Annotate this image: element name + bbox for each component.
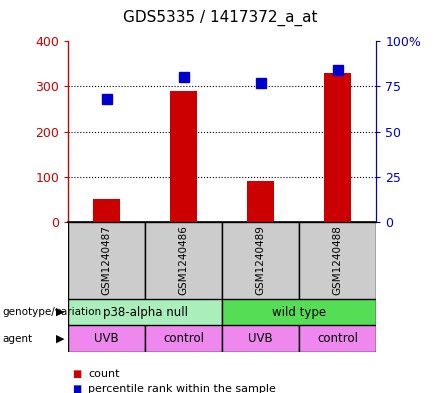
Text: UVB: UVB (95, 332, 119, 345)
Bar (222, 325, 299, 352)
Text: GSM1240487: GSM1240487 (102, 226, 112, 295)
Bar (145, 222, 222, 299)
Bar (68, 325, 145, 352)
Bar (247, 181, 274, 222)
Bar (170, 91, 197, 222)
Bar (222, 222, 299, 299)
Text: agent: agent (2, 334, 32, 344)
Text: genotype/variation: genotype/variation (2, 307, 101, 317)
Bar (324, 73, 351, 222)
Text: ▶: ▶ (56, 307, 65, 317)
Text: control: control (317, 332, 358, 345)
Bar (222, 299, 376, 325)
Text: GSM1240489: GSM1240489 (256, 226, 266, 295)
Bar (93, 199, 120, 222)
Bar (299, 222, 376, 299)
Text: ▶: ▶ (56, 334, 65, 344)
Text: control: control (163, 332, 204, 345)
Text: count: count (88, 369, 120, 379)
Text: percentile rank within the sample: percentile rank within the sample (88, 384, 276, 393)
Text: ■: ■ (73, 369, 82, 379)
Text: ■: ■ (73, 384, 82, 393)
Bar (299, 325, 376, 352)
Text: wild type: wild type (272, 305, 326, 319)
Text: GDS5335 / 1417372_a_at: GDS5335 / 1417372_a_at (123, 9, 317, 26)
Text: UVB: UVB (249, 332, 273, 345)
Bar (68, 222, 145, 299)
Text: GSM1240488: GSM1240488 (333, 226, 343, 295)
Bar (68, 299, 222, 325)
Bar (145, 325, 222, 352)
Text: GSM1240486: GSM1240486 (179, 226, 189, 295)
Text: p38-alpha null: p38-alpha null (103, 305, 188, 319)
